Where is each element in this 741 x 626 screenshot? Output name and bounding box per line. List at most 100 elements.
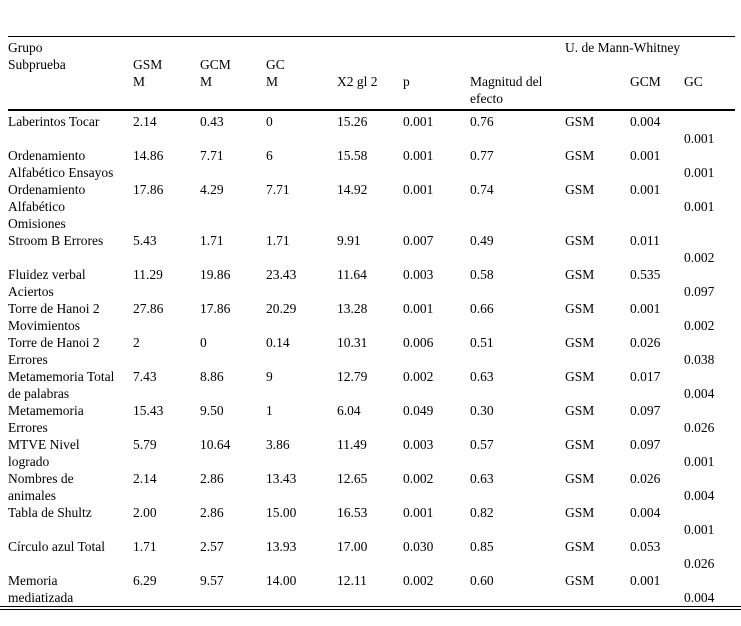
table-row: Círculo azul Total 1.71 2.57 13.93 17.00… <box>8 538 735 572</box>
effect-size-value: 0.63 <box>470 471 494 486</box>
table-header: Grupo Subprueba GSM M GCM M GC M X2 gl 2… <box>8 36 735 111</box>
gsm-mean-value: 27.86 <box>133 301 164 316</box>
mw-gcm-p-value: 0.001 <box>630 182 661 197</box>
gsm-mean-value: 5.79 <box>133 437 157 452</box>
header-p: p <box>403 74 410 89</box>
favored-group: GSM <box>565 148 595 163</box>
effect-size-value: 0.58 <box>470 267 494 282</box>
p-value: 0.006 <box>403 335 434 350</box>
p-value: 0.002 <box>403 573 434 588</box>
gcm-mean-value: 2.86 <box>200 471 224 486</box>
mw-gc-p-value: 0.004 <box>684 386 715 401</box>
row-label: Torre de Hanoi 2 Movimientos <box>8 301 100 333</box>
favored-group: GSM <box>565 403 595 418</box>
favored-group: GSM <box>565 505 595 520</box>
gc-mean-value: 7.71 <box>266 182 290 197</box>
mw-gcm-p-value: 0.053 <box>630 539 661 554</box>
p-value: 0.001 <box>403 301 434 316</box>
header-mann-whitney: U. de Mann-Whitney <box>565 40 681 55</box>
gcm-mean-value: 9.50 <box>200 403 224 418</box>
row-label: Círculo azul Total <box>8 539 106 554</box>
gsm-mean-value: 15.43 <box>133 403 164 418</box>
gsm-mean-value: 2.14 <box>133 114 157 129</box>
p-value: 0.003 <box>403 437 434 452</box>
mw-gc-p-value: 0.097 <box>684 284 715 299</box>
gsm-mean-value: 2 <box>133 335 140 350</box>
gc-mean-value: 1 <box>266 403 273 418</box>
chi-square-value: 12.79 <box>337 369 368 384</box>
header-gcm-mean: GCM M <box>200 57 231 89</box>
chi-square-value: 13.28 <box>337 301 368 316</box>
gc-mean-value: 0 <box>266 114 273 129</box>
gcm-mean-value: 19.86 <box>200 267 231 282</box>
gcm-mean-value: 8.86 <box>200 369 224 384</box>
row-label: Ordenamiento Alfabético Ensayos <box>8 148 114 180</box>
gsm-mean-value: 17.86 <box>133 182 164 197</box>
gsm-mean-value: 6.29 <box>133 573 157 588</box>
chi-square-value: 14.92 <box>337 182 368 197</box>
gc-mean-value: 3.86 <box>266 437 290 452</box>
chi-square-value: 9.91 <box>337 233 361 248</box>
p-value: 0.001 <box>403 114 434 129</box>
favored-group: GSM <box>565 182 595 197</box>
chi-square-value: 15.26 <box>337 114 368 129</box>
table-row: Laberintos Tocar 2.14 0.43 0 15.26 0.001… <box>8 113 735 147</box>
mw-gc-p-value: 0.026 <box>684 420 715 435</box>
gcm-mean-value: 0 <box>200 335 207 350</box>
mw-gc-p-value: 0.001 <box>684 131 715 146</box>
chi-square-value: 12.11 <box>337 573 367 588</box>
p-value: 0.030 <box>403 539 434 554</box>
mw-gc-p-value: 0.001 <box>684 454 715 469</box>
mw-gc-p-value: 0.001 <box>684 199 715 214</box>
mw-gcm-p-value: 0.001 <box>630 573 661 588</box>
table-row: Fluidez verbal Aciertos 11.29 19.86 23.4… <box>8 266 735 300</box>
mw-gc-p-value: 0.026 <box>684 556 715 571</box>
header-effect-size: Magnitud del efecto <box>470 74 543 106</box>
gc-mean-value: 9 <box>266 369 273 384</box>
p-value: 0.001 <box>403 182 434 197</box>
effect-size-value: 0.51 <box>470 335 494 350</box>
row-label: Nombres de animales <box>8 471 74 503</box>
chi-square-value: 11.49 <box>337 437 367 452</box>
gc-mean-value: 14.00 <box>266 573 297 588</box>
table-body: Laberintos Tocar 2.14 0.43 0 15.26 0.001… <box>8 111 735 606</box>
effect-size-value: 0.76 <box>470 114 494 129</box>
effect-size-value: 0.74 <box>470 182 494 197</box>
mw-gcm-p-value: 0.097 <box>630 403 661 418</box>
row-label: MTVE Nivel logrado <box>8 437 80 469</box>
table-row: Nombres de animales 2.14 2.86 13.43 12.6… <box>8 470 735 504</box>
favored-group: GSM <box>565 301 595 316</box>
mw-gc-p-value: 0.038 <box>684 352 715 367</box>
gcm-mean-value: 4.29 <box>200 182 224 197</box>
header-gc-mean: GC M <box>266 57 285 89</box>
favored-group: GSM <box>565 267 595 282</box>
effect-size-value: 0.57 <box>470 437 494 452</box>
mw-gcm-p-value: 0.097 <box>630 437 661 452</box>
p-value: 0.007 <box>403 233 434 248</box>
table-row: Metamemoria Errores 15.43 9.50 1 6.04 0.… <box>8 402 735 436</box>
table-row: Torre de Hanoi 2 Movimientos 27.86 17.86… <box>8 300 735 334</box>
effect-size-value: 0.85 <box>470 539 494 554</box>
mw-gcm-p-value: 0.535 <box>630 267 661 282</box>
table-row: Torre de Hanoi 2 Errores 2 0 0.14 10.31 … <box>8 334 735 368</box>
header-grupo-subprueba: Grupo Subprueba <box>8 40 66 72</box>
chi-square-value: 17.00 <box>337 539 368 554</box>
p-value: 0.001 <box>403 148 434 163</box>
row-label: Ordenamiento Alfabético Omisiones <box>8 182 86 231</box>
gsm-mean-value: 14.86 <box>133 148 164 163</box>
gc-mean-value: 0.14 <box>266 335 290 350</box>
mw-gcm-p-value: 0.011 <box>630 233 660 248</box>
gcm-mean-value: 17.86 <box>200 301 231 316</box>
mw-gcm-p-value: 0.004 <box>630 114 661 129</box>
mw-gc-p-value: 0.002 <box>684 250 715 265</box>
favored-group: GSM <box>565 539 595 554</box>
gsm-mean-value: 7.43 <box>133 369 157 384</box>
chi-square-value: 16.53 <box>337 505 368 520</box>
chi-square-value: 10.31 <box>337 335 368 350</box>
mw-gc-p-value: 0.001 <box>684 522 715 537</box>
p-value: 0.002 <box>403 471 434 486</box>
table-row: Metamemoria Total de palabras 7.43 8.86 … <box>8 368 735 402</box>
gcm-mean-value: 2.57 <box>200 539 224 554</box>
favored-group: GSM <box>565 335 595 350</box>
